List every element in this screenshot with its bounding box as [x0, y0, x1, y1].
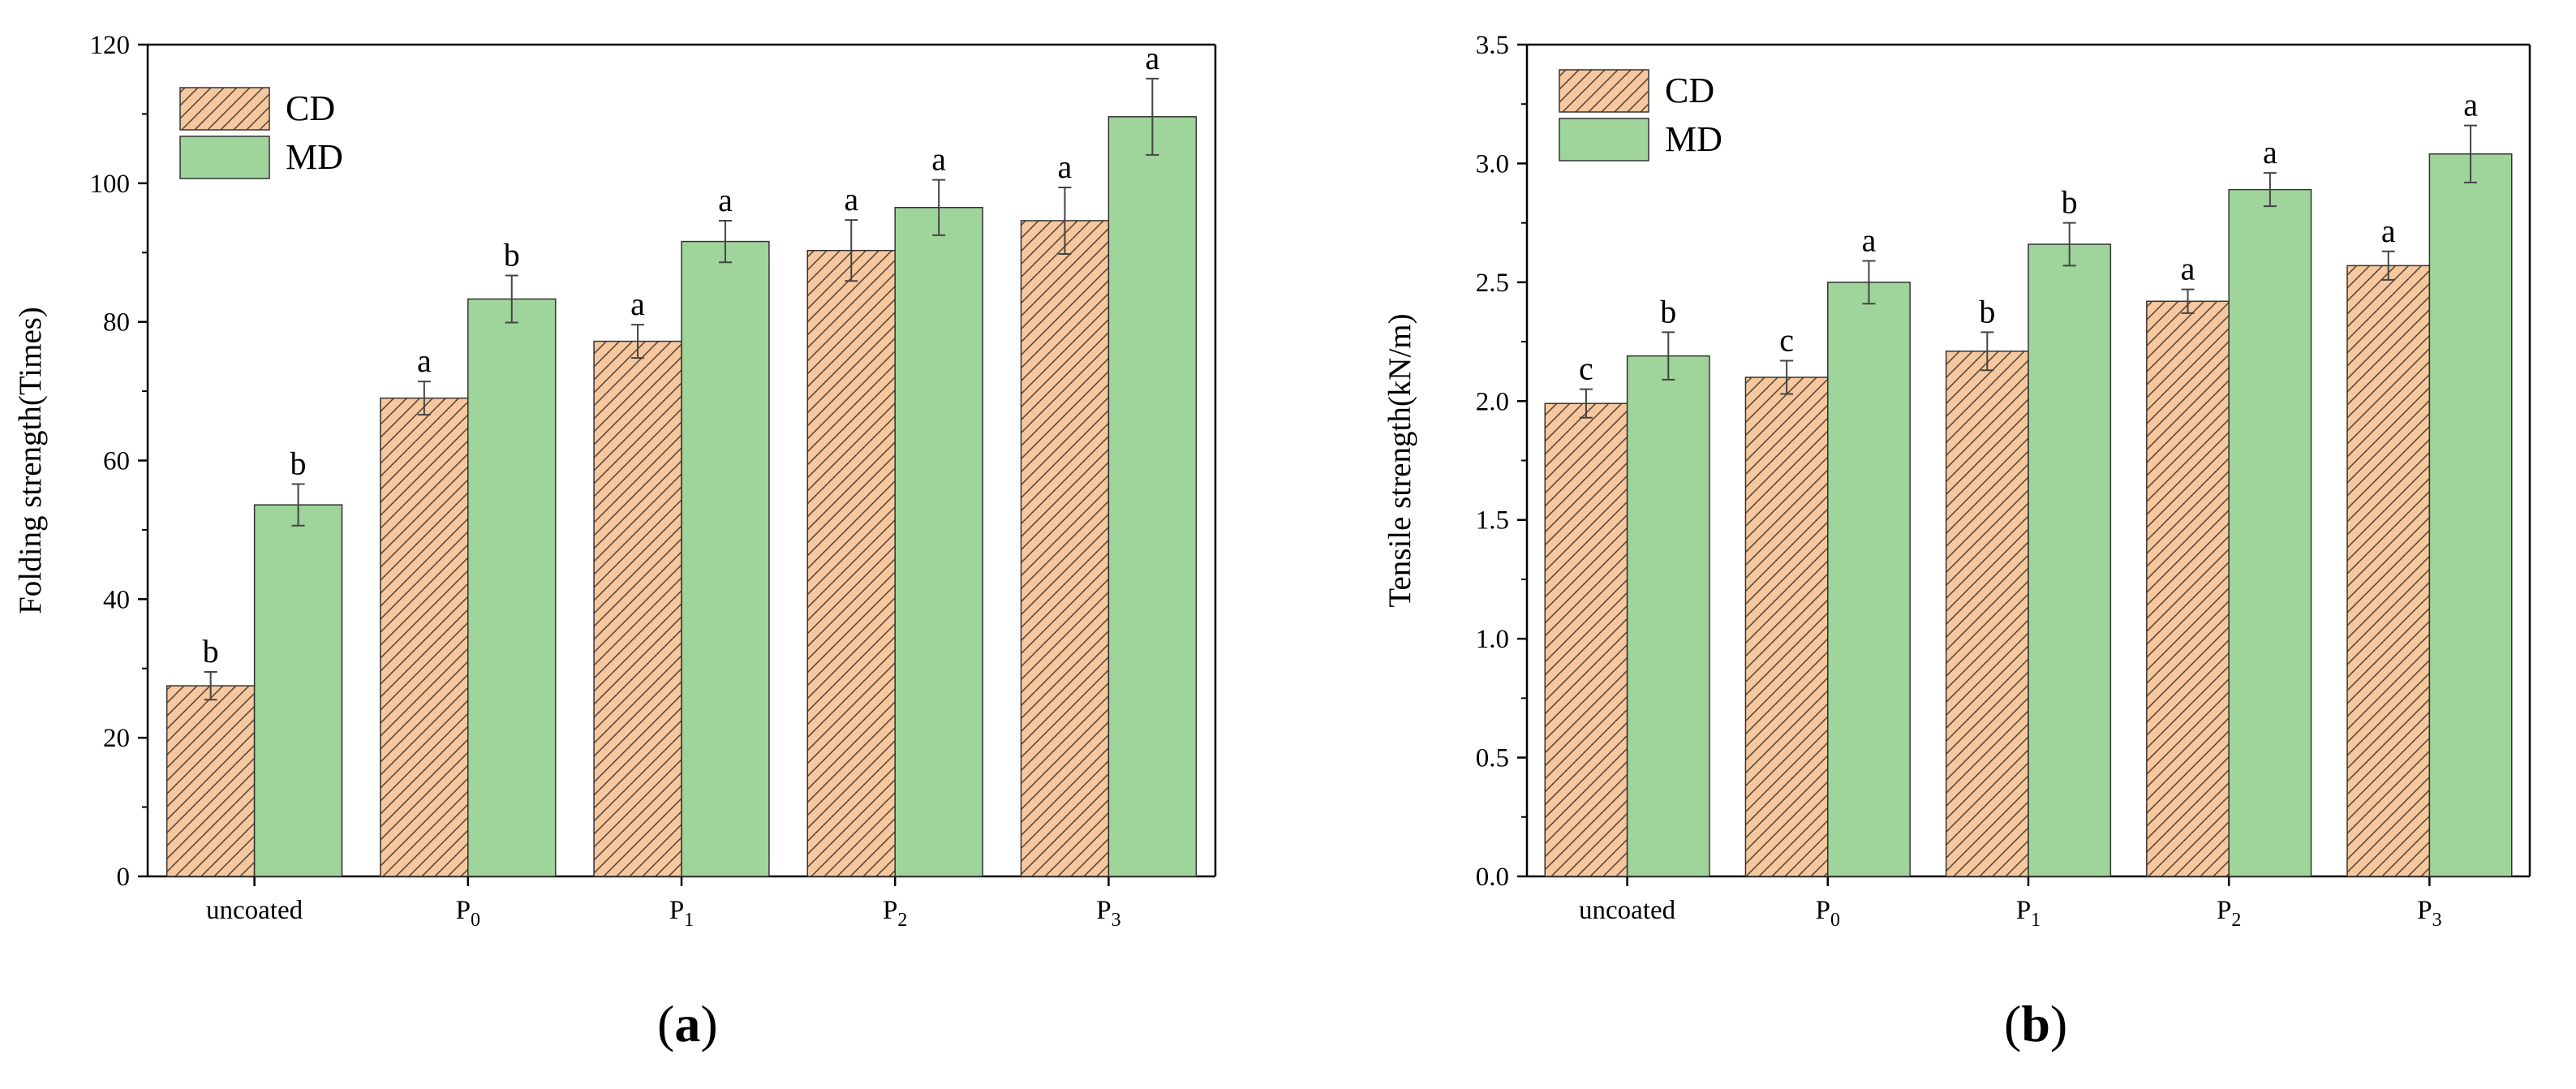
x-tick-label: P3	[1096, 896, 1120, 931]
x-tick-label: P3	[2417, 896, 2441, 931]
md-bar-4	[2428, 153, 2513, 877]
y-tick-label: 20	[103, 724, 130, 753]
y-tick-label: 2.0	[1476, 387, 1509, 416]
md-bar-3	[2228, 188, 2312, 877]
x-tick-label: uncoated	[1579, 896, 1676, 925]
significance-letter: a	[630, 286, 645, 322]
y-tick-label: 60	[103, 447, 130, 476]
legend-label-md: MD	[286, 137, 343, 177]
x-tick-label: P0	[456, 896, 480, 931]
legend-swatch-md	[1559, 118, 1649, 161]
cd-bar-0	[166, 685, 256, 877]
legend-label-cd: CD	[1665, 71, 1714, 110]
significance-letter: a	[2381, 213, 2396, 249]
y-tick-label: 3.5	[1476, 31, 1509, 60]
x-tick-label: P2	[883, 896, 907, 931]
y-tick-label: 120	[90, 31, 131, 60]
md-bar-1	[1827, 282, 1911, 877]
y-tick-label: 40	[103, 585, 130, 614]
x-tick-label: P0	[1816, 896, 1840, 931]
cd-bar-4	[1020, 220, 1110, 877]
cd-bar-2	[593, 340, 682, 877]
significance-letter: a	[1058, 148, 1073, 185]
significance-letter: a	[1145, 40, 1159, 76]
legend-swatch-md	[179, 136, 270, 179]
y-tick-label: 100	[90, 170, 131, 199]
y-axis-label: Tensile strength(kN/m)	[1383, 313, 1417, 607]
significance-letter: b	[203, 633, 219, 669]
significance-letter: a	[844, 181, 858, 217]
cd-bar-3	[806, 249, 896, 877]
y-tick-label: 1.0	[1476, 625, 1509, 654]
cd-bar-1	[380, 397, 469, 877]
y-tick-label: 0.5	[1476, 744, 1509, 773]
legend-swatch-cd	[179, 87, 270, 131]
md-bar-2	[2028, 243, 2112, 877]
y-axis-label: Folding strength(Times)	[13, 307, 48, 614]
panel-label-b-letter: b	[2021, 995, 2050, 1052]
md-bar-0	[253, 504, 343, 877]
panel-label-b: (b)	[2004, 995, 2068, 1052]
y-tick-label: 0.0	[1476, 863, 1509, 892]
x-tick-label: uncoated	[206, 896, 303, 925]
legend-swatch-cd	[1559, 69, 1649, 113]
md-bar-0	[1626, 355, 1710, 877]
significance-letter: a	[718, 182, 733, 218]
y-tick-label: 0	[117, 863, 131, 892]
significance-letter: a	[2463, 87, 2478, 123]
significance-letter: b	[504, 236, 520, 273]
significance-letter: c	[1579, 351, 1593, 387]
cd-bar-4	[2346, 265, 2431, 877]
legend-label-md: MD	[1665, 119, 1722, 159]
significance-letter: b	[290, 446, 307, 482]
panel-label-a-letter: a	[674, 995, 701, 1052]
significance-letter: c	[1779, 322, 1794, 359]
significance-letter: b	[1979, 293, 1995, 329]
x-tick-label: P2	[2217, 896, 2241, 931]
y-tick-label: 80	[103, 308, 130, 338]
significance-letter: b	[1660, 293, 1676, 329]
md-bar-1	[467, 298, 557, 877]
significance-letter: a	[2263, 134, 2277, 170]
significance-letter: a	[417, 342, 432, 379]
md-bar-4	[1107, 116, 1198, 877]
significance-letter: a	[1862, 222, 1877, 259]
significance-letter: b	[2062, 184, 2078, 221]
panel-label-a: (a)	[657, 995, 718, 1052]
y-tick-label: 3.0	[1476, 149, 1509, 179]
x-tick-label: P1	[2016, 896, 2041, 931]
y-tick-label: 2.5	[1476, 269, 1509, 298]
chart-a: 0 20 40 60 80 100 120 Folding strength(Times) b b…	[13, 31, 1217, 931]
cd-bar-3	[2146, 300, 2230, 877]
x-tick-label: P1	[669, 896, 694, 931]
md-bar-3	[894, 206, 983, 877]
y-tick-label: 1.5	[1476, 506, 1509, 536]
significance-letter: a	[2181, 251, 2195, 287]
legend-label-cd: CD	[286, 88, 335, 128]
cd-bar-0	[1544, 402, 1628, 877]
chart-b: 0.0 0.5 1.0 1.5 2.0 2.5 3.0 3.5 Tensile strength…	[1383, 31, 2531, 931]
cd-bar-2	[1945, 351, 2029, 877]
md-bar-2	[681, 240, 770, 877]
cd-bar-1	[1744, 377, 1829, 877]
significance-letter: a	[931, 141, 946, 178]
